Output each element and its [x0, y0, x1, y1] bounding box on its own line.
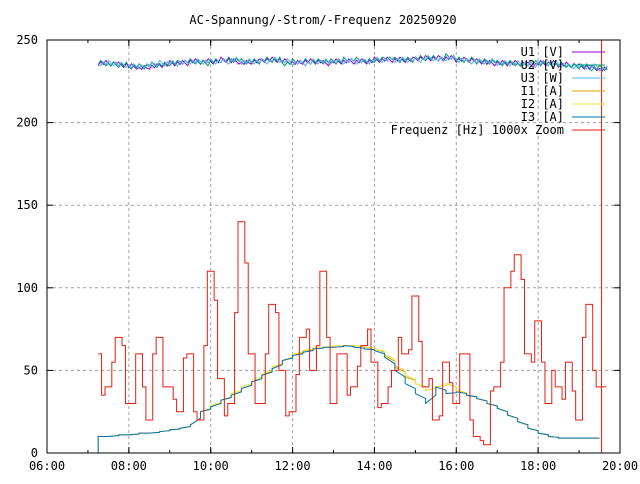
legend-label: U3 [W] [521, 71, 564, 85]
x-tick-label: 16:00 [438, 459, 474, 473]
y-tick-label: 100 [16, 281, 38, 295]
y-tick-label: 150 [16, 198, 38, 212]
legend-label: U2 [V] [521, 58, 564, 72]
y-tick-label: 250 [16, 33, 38, 47]
chart-title: AC-Spannung/-Strom/-Frequenz 20250920 [189, 13, 456, 27]
axis-ticks: 0 50 100 150 200 250 06:00 08:00 10:00 12:00 14:00… [16, 33, 638, 473]
legend-label: I3 [A] [521, 110, 564, 124]
x-tick-label: 06:00 [29, 459, 65, 473]
x-tick-label: 08:00 [111, 459, 147, 473]
x-tick-label: 10:00 [193, 459, 229, 473]
x-tick-label: 14:00 [356, 459, 392, 473]
series-group [97, 40, 608, 453]
y-tick-label: 50 [24, 363, 38, 377]
series-line-6 [98, 40, 607, 453]
legend-label: I1 [A] [521, 84, 564, 98]
series-line-2 [97, 54, 608, 72]
x-tick-label: 20:00 [602, 459, 638, 473]
series-line-5 [97, 345, 600, 453]
x-tick-label: 12:00 [275, 459, 311, 473]
legend-label: I2 [A] [521, 97, 564, 111]
grid [47, 40, 620, 453]
x-tick-label: 18:00 [520, 459, 556, 473]
y-tick-label: 0 [31, 446, 38, 460]
legend-label: U1 [V] [521, 45, 564, 59]
y-tick-label: 200 [16, 116, 38, 130]
legend: U1 [V]U2 [V]U3 [W]I1 [A]I2 [A]I3 [A]Freq… [391, 45, 605, 137]
legend-label: Frequenz [Hz] 1000x Zoom [391, 123, 564, 137]
